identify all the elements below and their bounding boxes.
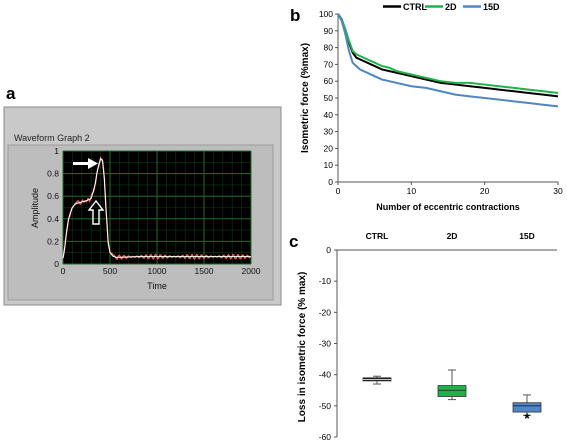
y-tick-label: 30 xyxy=(324,127,334,137)
y-tick-label: 0 xyxy=(326,245,331,255)
boxplot-boxes: * xyxy=(362,369,542,426)
y-tick-label: 0 xyxy=(328,177,333,187)
boxplot-ylabel: Loss in isometric force (% max) xyxy=(297,272,308,423)
line-chart-series xyxy=(337,13,559,108)
panel-label-a: a xyxy=(6,84,16,103)
box-2d xyxy=(437,385,467,397)
y-tick-label: 1 xyxy=(54,146,59,156)
waveform-xlabel: Time xyxy=(147,281,167,291)
y-tick-label: -60 xyxy=(319,432,332,442)
y-tick-label: 0.2 xyxy=(47,236,59,246)
y-tick-label: 70 xyxy=(324,59,334,69)
y-tick-label: 0.8 xyxy=(47,169,59,179)
series-line-2d xyxy=(337,13,559,94)
significance-marker: * xyxy=(524,410,530,426)
x-tick-label: 0 xyxy=(336,186,341,196)
y-tick-label: -10 xyxy=(319,276,332,286)
y-tick-label: 50 xyxy=(324,93,334,103)
y-tick-label: 60 xyxy=(324,76,334,86)
category-label: CTRL xyxy=(366,231,389,241)
y-tick-label: 0 xyxy=(54,259,59,269)
line-chart-ylabel: Isometric force (%max) xyxy=(300,43,311,153)
waveform-window-title: Waveform Graph 2 xyxy=(14,133,90,143)
x-tick-label: 10 xyxy=(407,186,417,196)
waveform-smooth-trace xyxy=(62,158,251,259)
x-tick-label: 1000 xyxy=(148,266,167,276)
panel-label-b: b xyxy=(290,6,301,25)
y-tick-label: 10 xyxy=(324,160,334,170)
y-tick-label: 20 xyxy=(324,143,334,153)
y-tick-label: -50 xyxy=(319,401,332,411)
waveform-ylabel: Amplitude xyxy=(30,188,40,228)
y-tick-label: -30 xyxy=(319,339,332,349)
y-tick-label: -40 xyxy=(319,370,332,380)
y-tick-label: 90 xyxy=(324,26,334,36)
category-label: 15D xyxy=(519,231,535,241)
x-tick-label: 500 xyxy=(103,266,117,276)
y-tick-label: 80 xyxy=(324,43,334,53)
x-tick-label: 20 xyxy=(480,186,490,196)
x-tick-label: 1500 xyxy=(195,266,214,276)
legend-label-ctrl: CTRL xyxy=(403,2,427,12)
y-tick-label: 100 xyxy=(319,9,333,19)
legend-label-15d: 15D xyxy=(483,2,500,12)
y-tick-label: 0.4 xyxy=(47,214,59,224)
waveform-trace xyxy=(62,155,251,261)
y-tick-label: 40 xyxy=(324,110,334,120)
series-line-15d xyxy=(337,13,559,108)
legend-label-2d: 2D xyxy=(445,2,457,12)
plateau-arrow-icon xyxy=(87,199,105,225)
waveform-grid xyxy=(62,150,252,265)
y-tick-label: 0.6 xyxy=(47,191,59,201)
x-tick-label: 30 xyxy=(553,186,563,196)
boxplot-axes: 0 -10 -20 -30 -40 -50 -60 CTRL 2D 15D xyxy=(319,231,557,442)
peak-arrow-icon xyxy=(73,158,98,169)
panel-label-c: c xyxy=(289,232,299,251)
y-tick-label: -20 xyxy=(319,307,332,317)
waveform-ticks: 0 500 1000 1500 2000 0 0.2 0.4 0.6 0.8 1 xyxy=(47,146,261,276)
x-tick-label: 0 xyxy=(61,266,66,276)
line-chart-xlabel: Number of eccentric contractions xyxy=(376,202,520,212)
box-15d xyxy=(512,402,542,413)
line-chart-axes: 0 10 20 30 40 50 60 70 80 90 100 0 10 20 30 xyxy=(319,9,563,196)
category-label: 2D xyxy=(447,231,458,241)
line-chart-legend: CTRL 2D 15D xyxy=(383,2,500,12)
x-tick-label: 2000 xyxy=(242,266,261,276)
